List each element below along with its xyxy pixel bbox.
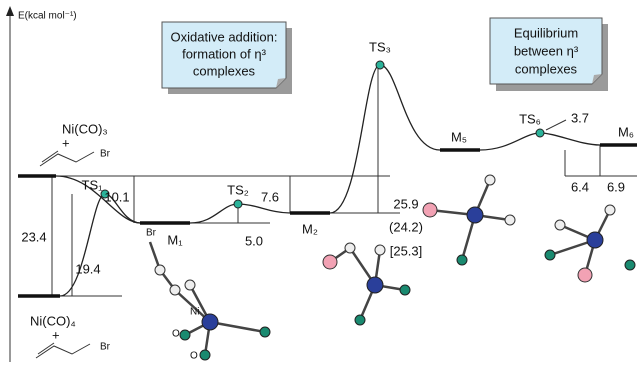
pointer-arrow — [546, 120, 566, 130]
callout-line: Equilibrium — [514, 25, 578, 40]
energy-label: 10.1 — [104, 189, 129, 204]
state-label: M₅ — [451, 129, 467, 144]
halide: Br — [100, 149, 111, 160]
energy-label: (24.2) — [389, 219, 423, 234]
allyl — [38, 343, 54, 354]
reactant-formula: Ni(CO)₃ — [62, 121, 108, 136]
energy-label: 6.4 — [571, 179, 589, 194]
state-label: TS₃ — [369, 39, 391, 54]
callout-line: between η³ — [514, 43, 579, 58]
callout: Equilibrium between η³ complexes — [490, 18, 608, 91]
state-label: M₆ — [618, 124, 634, 139]
allyl — [42, 151, 58, 162]
callout: Oxidative addition: formation of η³ comp… — [162, 22, 292, 94]
callout-line: complexes — [515, 61, 578, 76]
halide: Br — [100, 342, 111, 353]
reactant-formula: Ni(CO)₄ — [30, 313, 76, 328]
state-label: M₂ — [302, 221, 318, 236]
molecule — [545, 205, 635, 282]
energy-label: [25.3] — [390, 243, 423, 258]
callout-line: formation of η³ — [182, 46, 266, 61]
molecule — [150, 242, 270, 360]
energy-label: 6.9 — [607, 179, 625, 194]
energy-label: 5.0 — [245, 233, 263, 248]
callout-line: complexes — [193, 63, 256, 78]
molecule — [423, 175, 515, 265]
state-label: TS₁ — [82, 177, 104, 192]
state-label: M₁ — [167, 232, 183, 247]
allyl — [40, 152, 94, 166]
plus: + — [62, 135, 70, 150]
callout-line: Oxidative addition: — [171, 29, 278, 44]
ts-marker — [536, 129, 544, 137]
atom-label: O — [172, 329, 180, 340]
state-label: TS₂ — [227, 182, 249, 197]
atom-label: Br — [146, 228, 157, 239]
plus: + — [52, 327, 60, 342]
axis-label: E(kcal mol⁻¹) — [18, 11, 77, 22]
state-label: TS₆ — [519, 111, 541, 126]
atom-label: O — [190, 351, 198, 362]
energy-label: 23.4 — [21, 229, 46, 244]
allyl — [36, 344, 90, 358]
ts-marker — [234, 200, 242, 208]
atom-label: Ni — [190, 307, 199, 318]
energy-label: 3.7 — [571, 110, 589, 125]
axis-arrow — [6, 6, 14, 16]
reaction-path — [330, 65, 440, 213]
energy-label: 19.4 — [75, 261, 100, 276]
energy-label: 25.9 — [393, 196, 418, 211]
energy-diagram: E(kcal mol⁻¹) Oxidative addition: format… — [0, 0, 637, 366]
ts-marker — [376, 61, 384, 69]
energy-label: 7.6 — [261, 189, 279, 204]
